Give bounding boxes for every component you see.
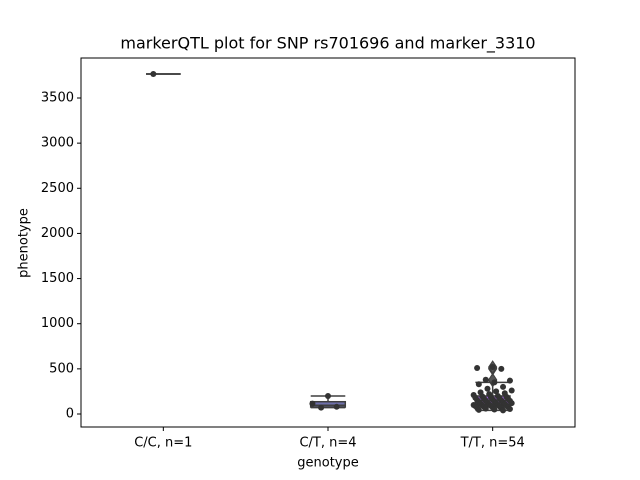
point [475, 381, 482, 388]
point [500, 407, 507, 414]
y-tick-label: 2000 [41, 226, 74, 241]
point [318, 404, 325, 411]
x-tick-label: C/T, n=4 [299, 436, 356, 451]
point [508, 387, 515, 394]
y-tick-label: 2500 [41, 181, 74, 196]
point [150, 70, 157, 77]
point [506, 406, 513, 413]
y-tick-label: 1500 [41, 271, 74, 286]
x-tick-label: C/C, n=1 [134, 436, 192, 451]
y-tick-label: 3500 [41, 90, 74, 105]
point [508, 400, 515, 407]
point [500, 383, 507, 390]
x-tick-label: T/T, n=54 [460, 436, 525, 451]
point [484, 385, 491, 392]
chart-title: markerQTL plot for SNP rs701696 and mark… [120, 34, 535, 54]
point [489, 364, 496, 371]
y-tick-label: 0 [66, 406, 74, 421]
x-axis-label: genotype [297, 456, 358, 471]
point [474, 364, 481, 371]
box [309, 400, 347, 408]
point [475, 406, 482, 413]
point [498, 365, 505, 372]
y-tick-label: 500 [49, 361, 74, 376]
point [506, 377, 513, 384]
y-axis-label: phenotype [17, 208, 32, 278]
point [333, 403, 340, 410]
flier [488, 372, 498, 387]
plot-frame [80, 57, 576, 428]
y-tick-label: 1000 [41, 316, 74, 331]
point [482, 405, 489, 412]
point [493, 388, 500, 395]
point [491, 379, 498, 386]
y-tick-label: 3000 [41, 136, 74, 151]
point [482, 376, 489, 383]
point [325, 392, 331, 399]
point [491, 406, 498, 413]
point [309, 400, 316, 407]
